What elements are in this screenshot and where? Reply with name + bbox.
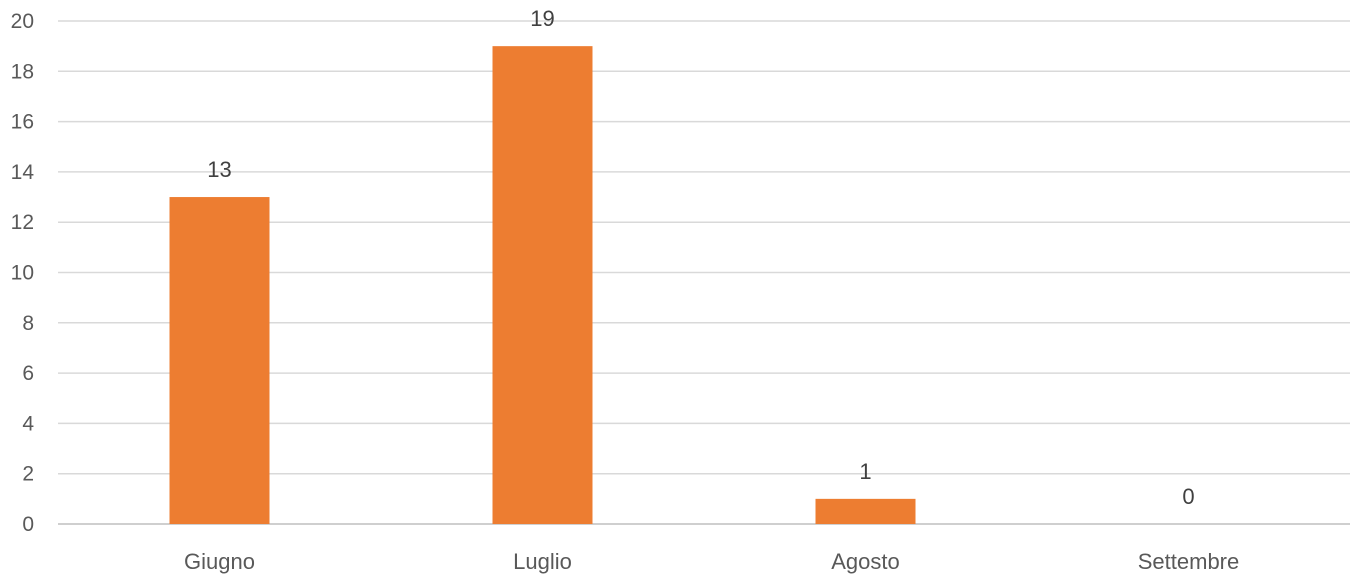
bar — [815, 498, 916, 524]
y-tick-label: 12 — [11, 211, 34, 234]
x-axis-categories: Giugno Luglio Agosto Settembre — [184, 549, 1239, 574]
data-label: 13 — [207, 157, 231, 182]
y-tick-label: 20 — [11, 10, 34, 33]
gridlines — [58, 20, 1350, 525]
y-tick-label: 8 — [22, 312, 34, 335]
data-label: 1 — [859, 459, 871, 484]
y-tick-label: 0 — [22, 513, 34, 536]
x-category-label: Luglio — [513, 549, 572, 574]
y-tick-label: 4 — [22, 412, 34, 435]
y-tick-label: 2 — [22, 463, 34, 486]
x-category-label: Settembre — [1138, 549, 1240, 574]
bars — [169, 46, 916, 525]
y-tick-label: 14 — [11, 161, 35, 184]
y-tick-label: 10 — [11, 262, 34, 285]
y-tick-label: 18 — [11, 60, 34, 83]
data-label: 0 — [1182, 484, 1194, 509]
y-tick-label: 6 — [22, 362, 34, 385]
data-label: 19 — [530, 6, 554, 31]
bar — [169, 197, 270, 525]
x-category-label: Giugno — [184, 549, 255, 574]
y-tick-label: 16 — [11, 111, 34, 134]
bar — [492, 46, 593, 525]
data-labels: 13 19 1 0 — [207, 6, 1194, 509]
y-axis-ticks: 0 2 4 6 8 10 12 14 16 18 20 — [11, 10, 35, 536]
x-category-label: Agosto — [831, 549, 900, 574]
